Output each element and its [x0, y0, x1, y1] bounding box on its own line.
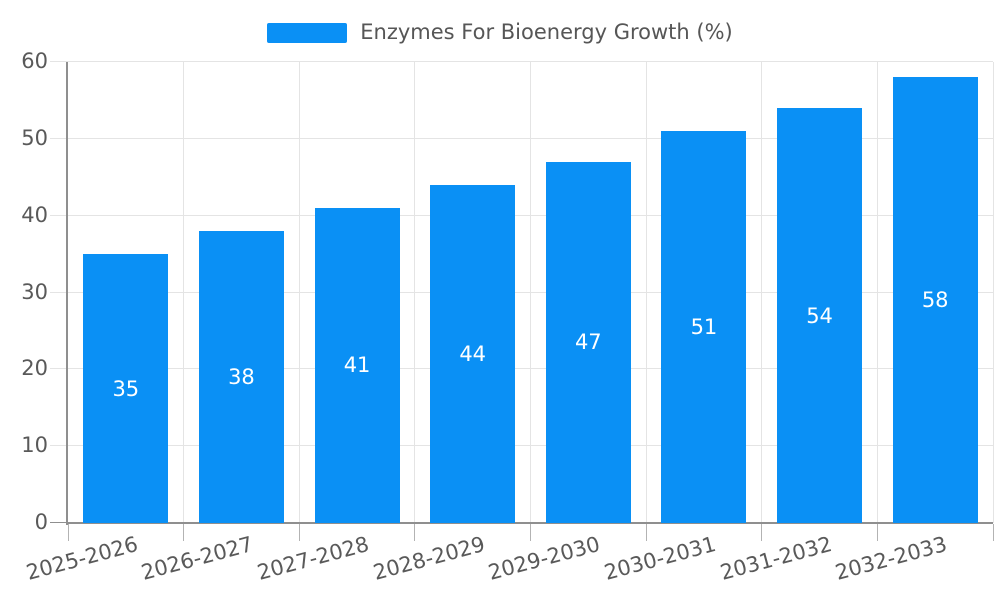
legend-item[interactable]: Enzymes For Bioenergy Growth (%)	[0, 20, 1000, 44]
legend-label: Enzymes For Bioenergy Growth (%)	[360, 20, 733, 44]
y-axis-label: 60	[21, 49, 48, 73]
gridline-horizontal	[68, 61, 993, 62]
bar-value-label: 44	[459, 341, 487, 366]
bar-value-label: 41	[343, 353, 371, 378]
bar-value-label: 38	[228, 365, 255, 389]
gridline-vertical	[876, 62, 878, 523]
y-axis-tick	[50, 445, 68, 447]
x-axis-tick	[298, 524, 300, 541]
y-axis-tick	[50, 368, 68, 370]
bar-value-label: 54	[806, 303, 833, 328]
y-axis-tick	[50, 214, 68, 216]
x-axis-tick	[645, 524, 647, 541]
y-axis-label: 50	[21, 125, 48, 150]
y-axis-label: 30	[21, 279, 48, 304]
legend-swatch	[267, 22, 348, 43]
x-axis-tick	[414, 524, 416, 541]
x-axis-tick	[530, 524, 531, 541]
bar-2027-2028[interactable]: 41	[314, 207, 400, 523]
bar-value-label: 58	[921, 288, 949, 313]
y-axis-tick	[50, 522, 68, 523]
bar-2029-2030[interactable]: 47	[545, 161, 631, 523]
y-axis-label: 10	[21, 433, 48, 458]
y-axis-tick	[50, 291, 68, 293]
x-axis-tick	[67, 524, 69, 541]
bar-value-label: 47	[574, 330, 602, 355]
bar-2025-2026[interactable]: 35	[83, 254, 169, 523]
gridline-vertical	[645, 62, 647, 523]
x-axis-tick	[876, 524, 878, 541]
bar-value-label: 51	[690, 315, 718, 340]
y-axis-label: 0	[34, 510, 48, 534]
y-axis-tick	[50, 61, 68, 62]
bar-2031-2032[interactable]: 54	[777, 108, 863, 523]
gridline-vertical	[761, 62, 763, 523]
gridline-vertical	[992, 62, 994, 523]
gridline-vertical	[414, 62, 416, 523]
bar-2028-2029[interactable]: 44	[430, 184, 516, 523]
gridline-vertical	[183, 62, 185, 523]
bar-2026-2027[interactable]: 38	[198, 231, 284, 523]
x-axis-tick	[761, 524, 763, 541]
x-axis-tick	[183, 524, 185, 541]
gridline-vertical	[298, 62, 300, 523]
x-axis-tick	[992, 524, 994, 541]
bar-2032-2033[interactable]: 58	[892, 77, 978, 523]
x-axis-line	[66, 522, 993, 524]
y-axis-label: 40	[21, 202, 48, 227]
bar-value-label: 35	[112, 376, 140, 401]
y-axis-label: 20	[21, 356, 48, 381]
y-axis-tick	[50, 137, 68, 139]
y-axis-line	[66, 62, 68, 525]
bar-2030-2031[interactable]: 51	[661, 131, 747, 523]
gridline-vertical	[530, 62, 531, 523]
